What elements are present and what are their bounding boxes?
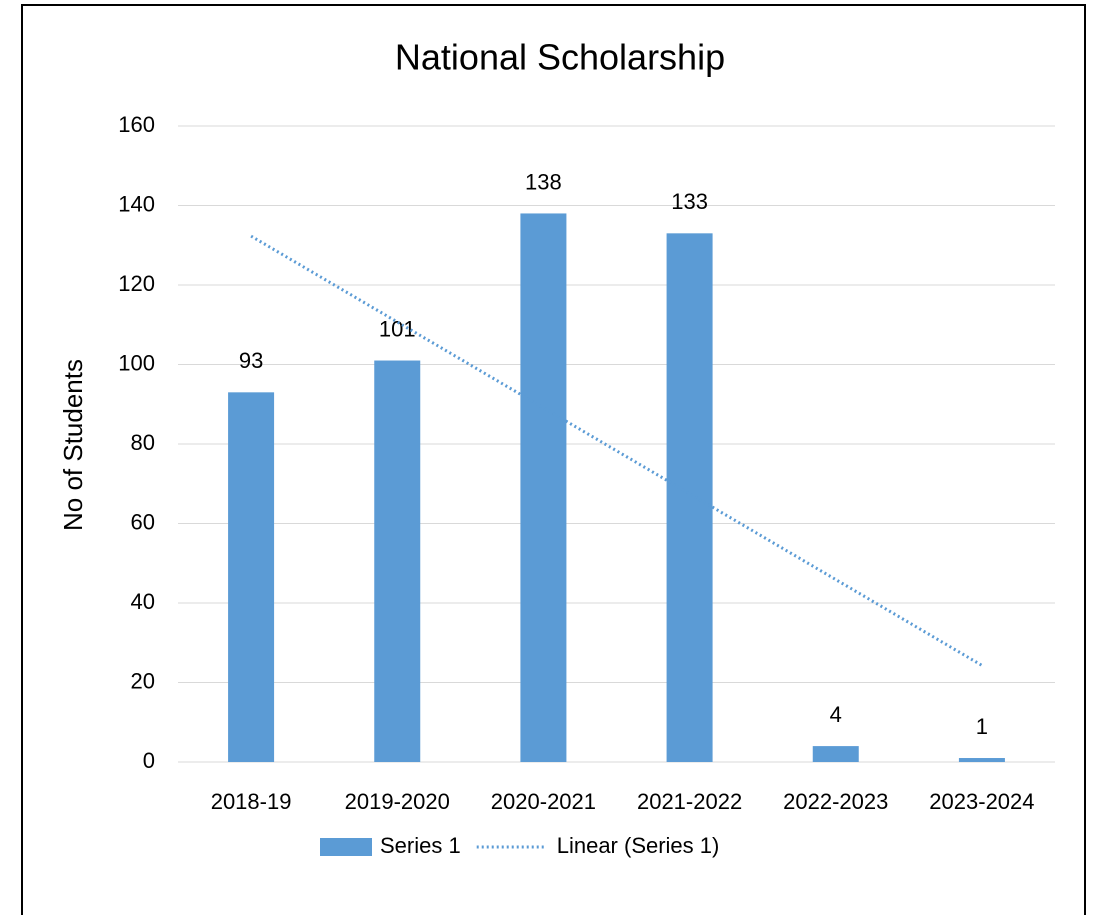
legend-label: Series 1 <box>380 833 461 858</box>
legend-label: Linear (Series 1) <box>557 833 720 858</box>
data-label: 138 <box>525 169 562 194</box>
data-label: 4 <box>830 702 842 727</box>
y-tick-label: 60 <box>131 509 155 534</box>
x-tick-label: 2023-2024 <box>929 789 1034 814</box>
data-label: 101 <box>379 316 416 341</box>
y-tick-label: 20 <box>131 668 155 693</box>
trend-line <box>250 234 983 667</box>
legend-swatch <box>320 838 372 856</box>
y-tick-label: 40 <box>131 589 155 614</box>
y-tick-label: 100 <box>118 350 155 375</box>
x-tick-label: 2020-2021 <box>491 789 596 814</box>
bar <box>958 758 1005 762</box>
y-tick-label: 0 <box>143 748 155 773</box>
y-tick-label: 160 <box>118 112 155 137</box>
bar <box>228 392 275 762</box>
data-label: 133 <box>671 189 708 214</box>
x-tick-label: 2019-2020 <box>345 789 450 814</box>
data-label: 1 <box>976 714 988 739</box>
y-tick-label: 140 <box>118 191 155 216</box>
x-tick-label: 2022-2023 <box>783 789 888 814</box>
y-tick-label: 80 <box>131 430 155 455</box>
bar <box>374 360 421 762</box>
bar <box>666 233 713 762</box>
x-tick-label: 2021-2022 <box>637 789 742 814</box>
x-tick-label: 2018-19 <box>211 789 292 814</box>
data-label: 93 <box>239 348 263 373</box>
y-tick-label: 120 <box>118 271 155 296</box>
y-axis-label: No of Students <box>58 359 88 531</box>
bar <box>520 213 567 762</box>
bar <box>812 746 859 762</box>
chart-title: National Scholarship <box>395 37 725 78</box>
chart-border <box>21 4 1086 915</box>
